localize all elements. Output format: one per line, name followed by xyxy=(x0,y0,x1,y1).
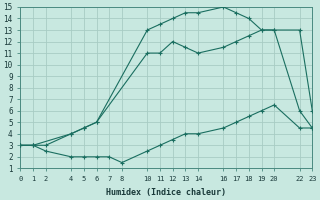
X-axis label: Humidex (Indice chaleur): Humidex (Indice chaleur) xyxy=(106,188,226,197)
